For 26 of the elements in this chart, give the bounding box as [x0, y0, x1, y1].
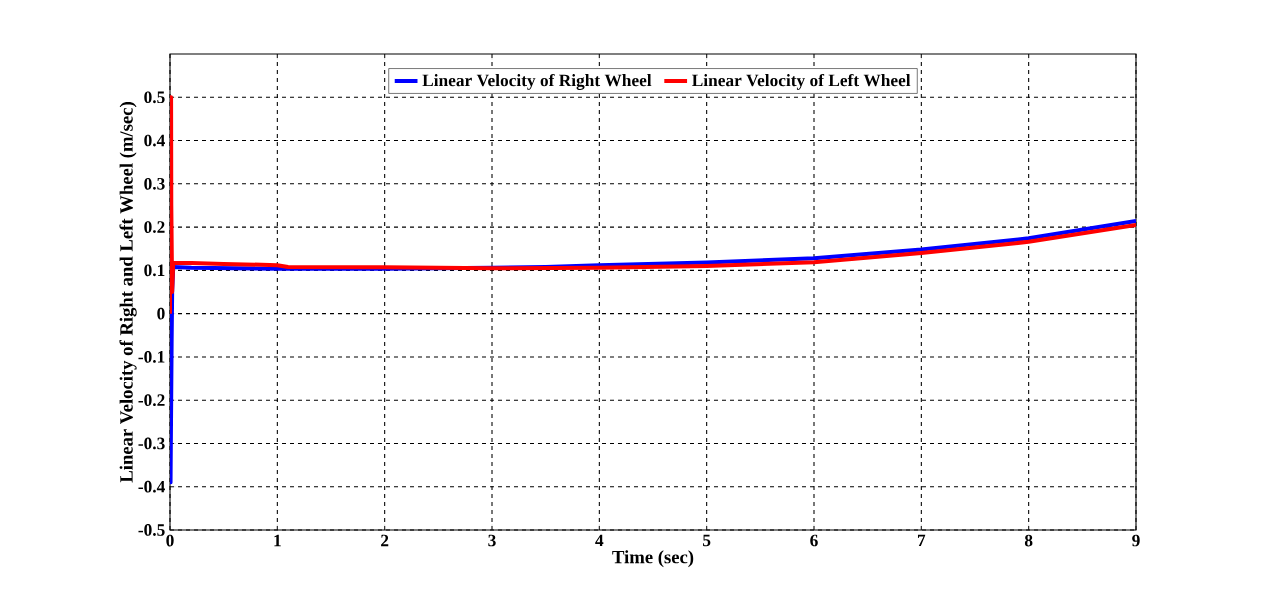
y-tick-label: 0.4	[144, 134, 165, 147]
x-tick-label: 6	[810, 534, 818, 547]
x-tick-label: 1	[274, 534, 281, 547]
x-axis-title: Time (sec)	[612, 550, 694, 568]
y-tick-label: -0.1	[138, 351, 165, 363]
x-tick-label: 7	[917, 534, 926, 547]
x-tick-label: 5	[703, 534, 711, 547]
y-tick-label: 0.5	[144, 91, 165, 104]
legend-label: Linear Velocity of Right Wheel	[422, 73, 652, 90]
y-tick-label: 0.3	[144, 177, 165, 190]
y-tick-label: -0.5	[138, 524, 165, 536]
legend-label: Linear Velocity of Left Wheel	[692, 73, 911, 90]
y-tick-label: -0.4	[138, 480, 165, 493]
x-tick-label: 2	[381, 534, 389, 547]
y-tick-label: 0	[157, 307, 165, 320]
x-tick-label: 4	[595, 534, 604, 547]
x-tick-label: 0	[166, 534, 174, 547]
y-tick-label: 0.1	[144, 264, 165, 277]
y-tick-label: -0.3	[138, 437, 165, 450]
line-series	[170, 95, 1136, 316]
y-tick-label: 0.2	[144, 221, 165, 233]
x-tick-label: 9	[1132, 534, 1140, 547]
x-tick-label: 3	[488, 534, 496, 547]
x-tick-label: 8	[1024, 534, 1033, 547]
y-tick-label: -0.2	[138, 394, 165, 407]
y-axis-title: Linear Velocity of Right and Left Wheel (m/sec)	[119, 102, 137, 483]
